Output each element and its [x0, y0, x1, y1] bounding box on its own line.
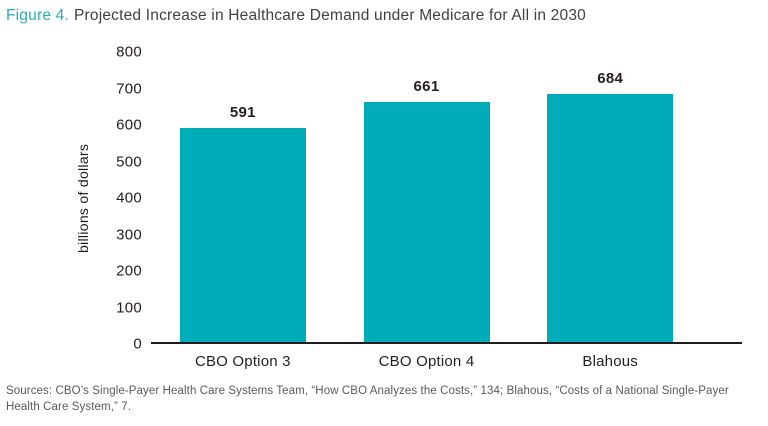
- bar-column-cbo-option-3: 591: [151, 52, 335, 342]
- y-tick-label: 300: [116, 226, 142, 243]
- y-tick-label: 200: [116, 262, 142, 280]
- y-tick-label: 700: [116, 80, 142, 97]
- bar-value-label: 684: [597, 70, 624, 88]
- bar-column-cbo-option-4: 661: [335, 52, 519, 342]
- y-tick-label: 0: [133, 335, 142, 353]
- y-tick-label: 400: [116, 189, 142, 207]
- x-tick-label: CBO Option 3: [194, 353, 291, 370]
- bar-cbo-option-3: [179, 127, 306, 342]
- bar-column-blahous: 684: [518, 52, 702, 342]
- x-tick-label: CBO Option 4: [378, 353, 475, 370]
- y-tick-label: 800: [116, 43, 142, 61]
- y-tick-label: 600: [116, 116, 142, 134]
- x-tick-label: Blahous: [582, 353, 638, 370]
- y-axis-title: billions of dollars: [75, 143, 91, 253]
- y-tick-label: 500: [116, 153, 142, 170]
- y-tick-label: 100: [116, 299, 142, 316]
- source-note: Sources: CBO’s Single-Payer Health Care …: [6, 385, 729, 413]
- bar-value-label: 661: [413, 78, 440, 96]
- bar-chart: billions of dollars 800 700 600 500 400 300 20…: [68, 44, 742, 370]
- figure-title-text: Projected Increase in Healthcare Demand …: [73, 7, 586, 24]
- plot-wrap: 591 661 684 CBO Option 3 CBO Option 4 Blahou…: [151, 52, 742, 370]
- x-axis: CBO Option 3 CBO Option 4 Blahous: [151, 353, 742, 370]
- y-axis: 800 700 600 500 400 300 200 100 0: [98, 44, 142, 353]
- figure-title: Figure 4. Projected Increase in Healthcar…: [6, 7, 762, 25]
- bar-blahous: [547, 94, 674, 342]
- figure-number-label: Figure 4.: [6, 7, 69, 24]
- plot-area: 591 661 684: [151, 52, 742, 344]
- bar-value-label: 591: [229, 103, 256, 121]
- bar-cbo-option-4: [363, 102, 490, 342]
